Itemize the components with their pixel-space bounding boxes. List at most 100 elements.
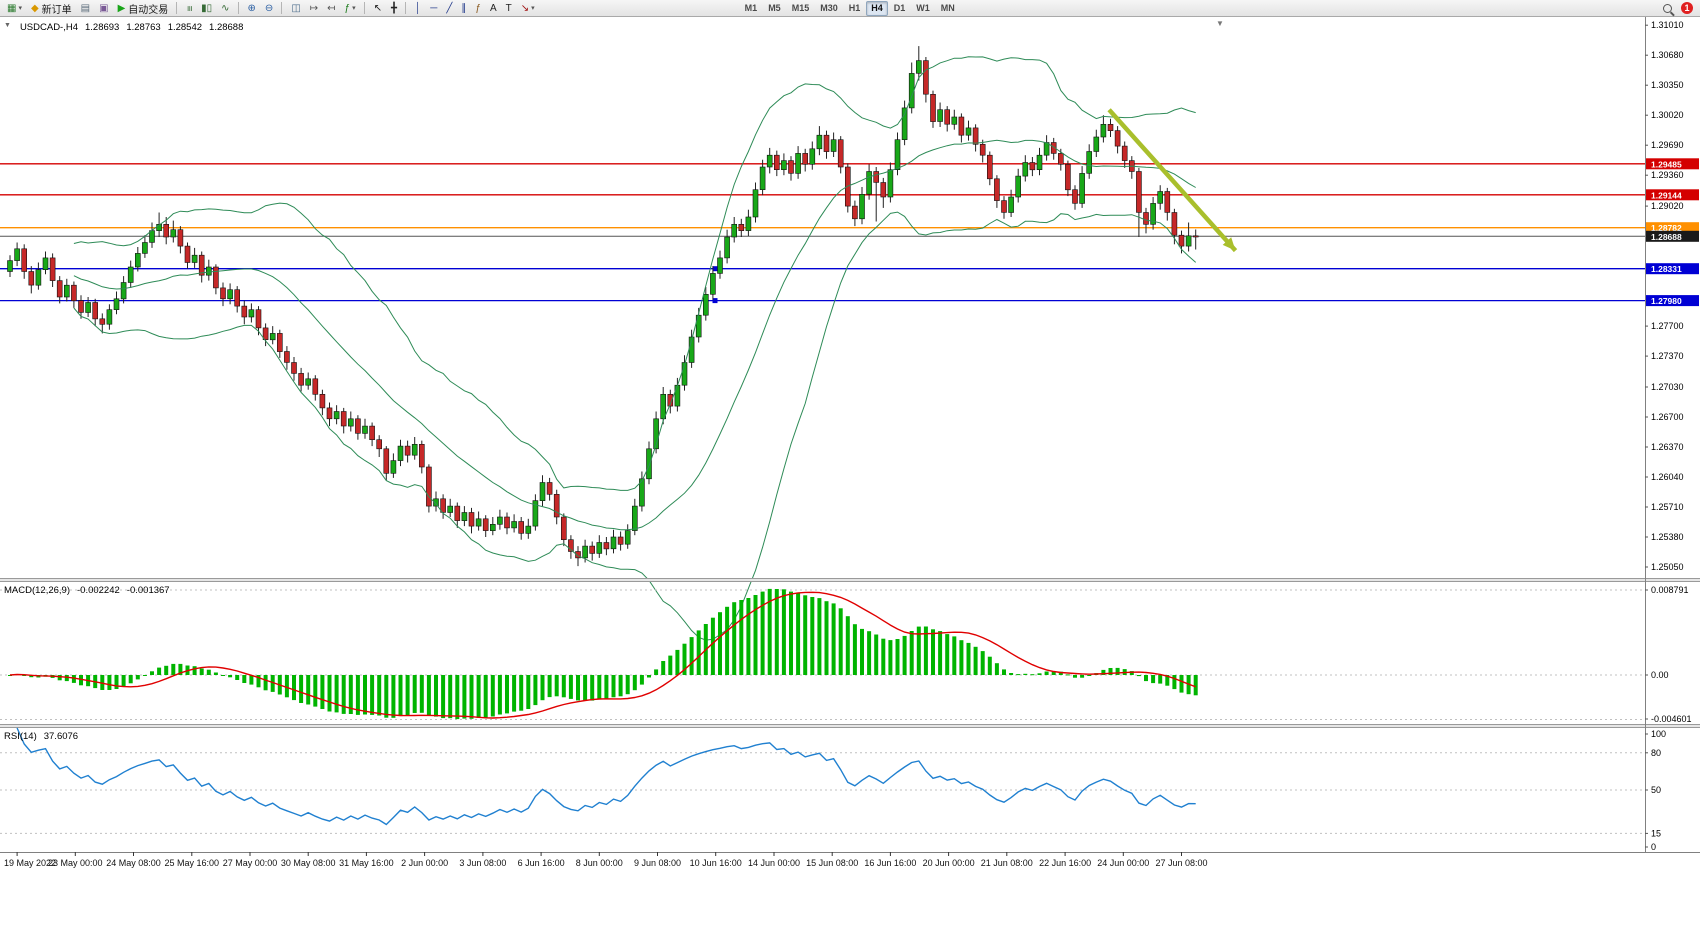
new-chart-icon: ▦ [7,2,17,14]
svg-text:1.30680: 1.30680 [1651,50,1684,60]
svg-text:1.27980: 1.27980 [1651,296,1682,306]
auto-scroll-button[interactable]: ↦ [306,0,322,17]
new-chart-button[interactable]: ▦ ▾ [3,0,26,17]
new-chart-caret-icon[interactable]: ▾ [18,5,22,12]
timeframe-m1-button[interactable]: M1 [744,2,758,13]
chart-shift-marker-icon[interactable]: ▼ [1216,19,1224,28]
chart-candles-icon: ▮▯ [201,2,213,14]
print-icon: ▤ [80,2,91,14]
trend-arrow[interactable] [1107,108,1238,253]
toolbar: 1 ▦ ▾ ◆ 新订单 ▤ ▣ ▶ 自动交易 ≡ ▮▯ ∿ ⊕ ⊖ ◫ ↦ ↤ ƒ ▾ ↖ ╋ │ ─ ╱ ∥ ƒ A T ↘ ▾ M1 M… [0,0,1700,17]
bollinger-bands [73,56,1197,641]
timeframe-d1-button[interactable]: D1 [893,2,906,13]
fibonacci-button[interactable]: ƒ [471,0,485,17]
svg-text:3 Jun 08:00: 3 Jun 08:00 [459,858,506,868]
svg-text:27 Jun 08:00: 27 Jun 08:00 [1155,858,1207,868]
trendline-button[interactable]: ╱ [442,0,456,17]
arrows-button[interactable]: ↘ ▾ [517,0,539,17]
print-button[interactable]: ▤ [77,0,94,17]
svg-text:1.29360: 1.29360 [1651,170,1684,180]
svg-text:1.30350: 1.30350 [1651,80,1684,90]
svg-text:1.25710: 1.25710 [1651,502,1684,512]
svg-text:15 Jun 08:00: 15 Jun 08:00 [806,858,858,868]
timeframe-m5-button[interactable]: M5 [768,2,781,13]
svg-text:0.00: 0.00 [1651,670,1669,680]
chart-candles-button[interactable]: ▮▯ [197,0,216,17]
profile-button[interactable]: ▣ [95,0,112,17]
zoom-out-icon: ⊖ [264,2,274,14]
svg-text:31 May 16:00: 31 May 16:00 [339,858,394,868]
svg-text:20 Jun 00:00: 20 Jun 00:00 [923,858,975,868]
chart-shift-button[interactable]: ↤ [323,0,339,17]
rsi-panel [0,727,1645,834]
indicators-button[interactable]: ƒ ▾ [341,0,360,17]
timeframe-w1-button[interactable]: W1 [916,2,930,13]
indicators-caret-icon[interactable]: ▾ [352,5,356,12]
vertical-line-icon: │ [415,2,422,14]
svg-text:30 May 08:00: 30 May 08:00 [281,858,336,868]
timeframe-buttons: M1 M5 M15 M30 H1 H4 D1 W1 MN [739,0,960,16]
svg-text:9 Jun 08:00: 9 Jun 08:00 [634,858,681,868]
search-icon[interactable] [1663,4,1672,13]
timeframe-mn-button[interactable]: MN [940,2,955,13]
svg-text:16 Jun 16:00: 16 Jun 16:00 [864,858,916,868]
vertical-line-button[interactable]: │ [411,0,425,17]
panel-separators[interactable] [0,578,1700,728]
macd-panel [0,588,1645,720]
svg-text:25 May 16:00: 25 May 16:00 [165,858,220,868]
timeframe-h1-button[interactable]: H1 [848,2,861,13]
svg-text:21 Jun 08:00: 21 Jun 08:00 [981,858,1033,868]
horizontal-line-button[interactable]: ─ [426,0,441,17]
svg-text:50: 50 [1651,785,1661,795]
chart-line-icon: ∿ [221,2,230,14]
new-order-button[interactable]: ◆ 新订单 [27,0,76,17]
svg-text:1.27700: 1.27700 [1651,321,1684,331]
zoom-in-button[interactable]: ⊕ [244,0,260,17]
svg-text:0: 0 [1651,842,1656,852]
svg-text:1.26040: 1.26040 [1651,472,1684,482]
autotrade-icon: ▶ [117,2,126,14]
label-button[interactable]: T [502,0,516,17]
horizontal-line-icon: ─ [430,2,438,14]
price-level-lines[interactable] [0,163,1645,304]
tile-windows-icon: ◫ [291,2,301,14]
svg-text:80: 80 [1651,748,1661,758]
cursor-button[interactable]: ↖ [370,0,386,17]
price-tag [1646,222,1699,234]
chart-line-button[interactable]: ∿ [217,0,233,17]
autotrade-button[interactable]: ▶ 自动交易 [114,0,173,17]
cursor-icon: ↖ [373,2,383,14]
crosshair-button[interactable]: ╋ [387,0,401,17]
channel-button[interactable]: ∥ [457,0,470,17]
svg-text:10 Jun 16:00: 10 Jun 16:00 [690,858,742,868]
price-axis[interactable]: 1.31010 1.30680 1.30350 1.30020 1.29690 1.293… [1645,17,1699,852]
svg-text:19 May 2022: 19 May 2022 [4,858,56,868]
svg-text:1.26700: 1.26700 [1651,412,1684,422]
timeframe-m15-button[interactable]: M15 [791,2,810,13]
timeframe-m30-button[interactable]: M30 [820,2,838,13]
profile-icon: ▣ [99,2,109,14]
price-tag [1646,158,1699,170]
zoom-out-button[interactable]: ⊖ [261,0,277,17]
svg-text:1.28782: 1.28782 [1651,223,1682,233]
fibonacci-icon: ƒ [475,2,481,14]
arrows-caret-icon[interactable]: ▾ [531,5,535,12]
svg-text:27 May 00:00: 27 May 00:00 [223,858,278,868]
notification-badge[interactable]: 1 [1681,2,1693,14]
svg-text:100: 100 [1651,729,1666,739]
svg-text:24 Jun 00:00: 24 Jun 00:00 [1097,858,1149,868]
timeframe-h4-button[interactable]: H4 [866,0,888,16]
svg-text:14 Jun 00:00: 14 Jun 00:00 [748,858,800,868]
svg-text:1.31010: 1.31010 [1651,20,1684,30]
text-button[interactable]: A [486,0,501,17]
svg-text:23 May 00:00: 23 May 00:00 [48,858,103,868]
text-icon: A [489,2,497,14]
chart-bars-button[interactable]: ≡ [182,0,196,17]
svg-text:1.28688: 1.28688 [1651,232,1682,242]
zoom-in-icon: ⊕ [247,2,256,14]
channel-icon: ∥ [461,2,467,14]
tile-windows-button[interactable]: ◫ [287,0,304,17]
